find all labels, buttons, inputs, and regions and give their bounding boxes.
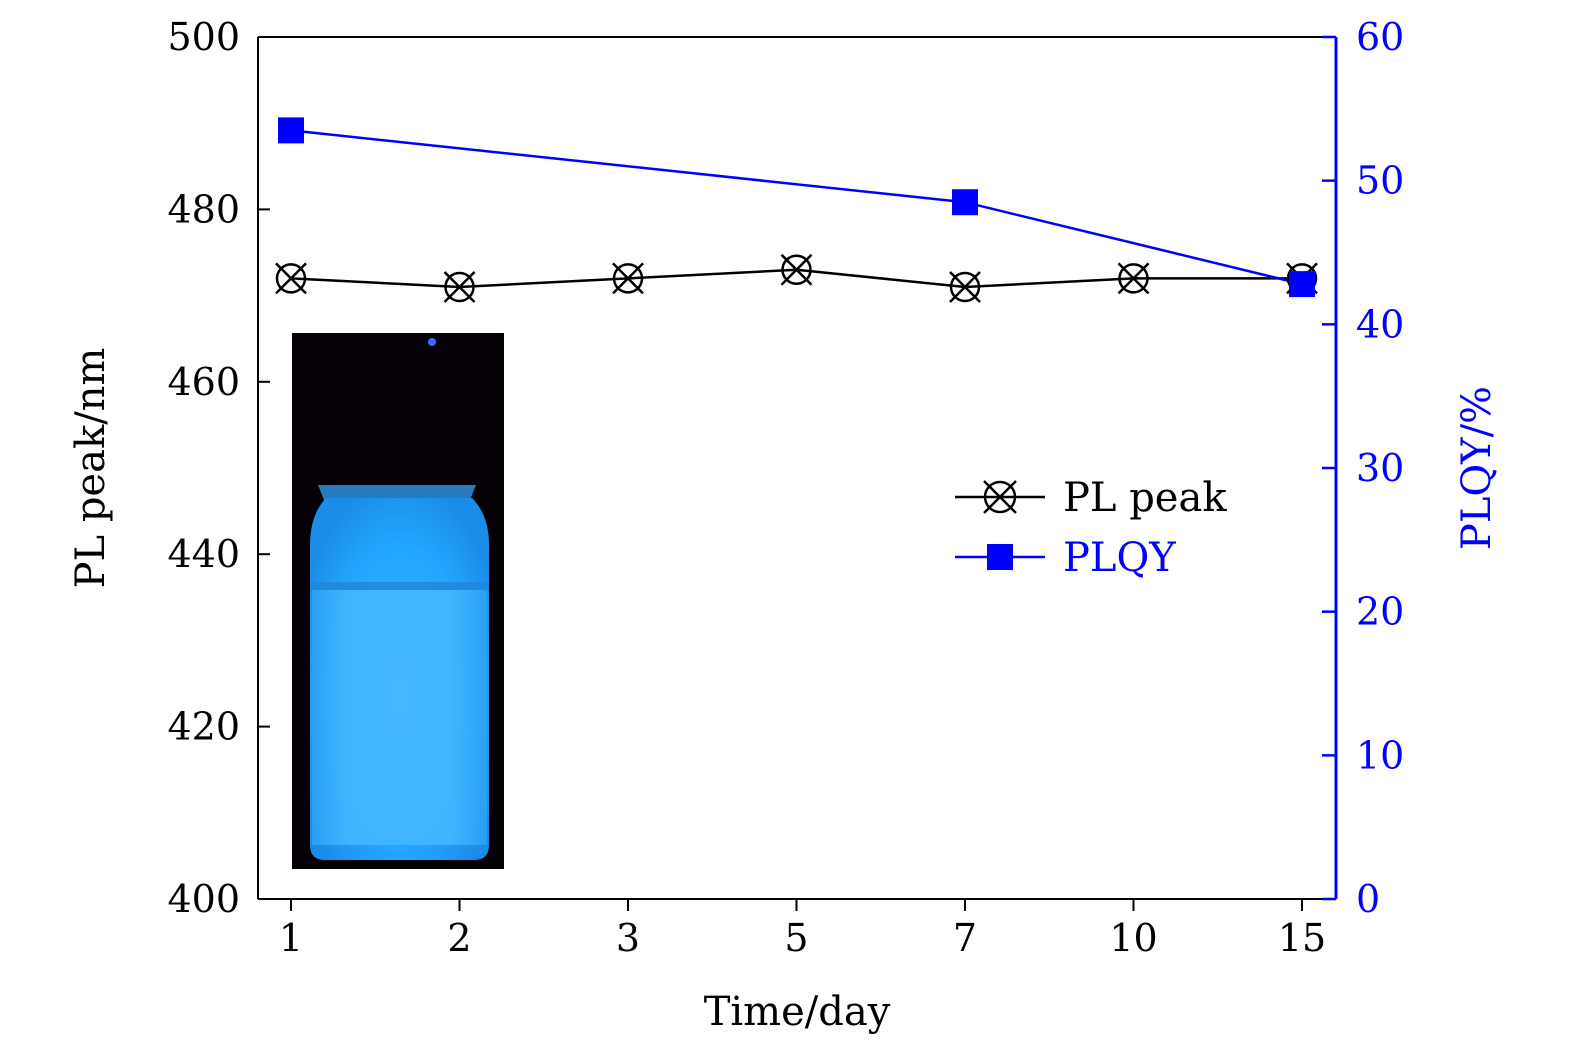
y2-tick-label: 0 — [1356, 877, 1380, 921]
series-layer — [275, 117, 1318, 303]
y-tick-label: 500 — [167, 15, 240, 59]
data-point-pl-peak — [780, 253, 813, 286]
y2-tick-label: 60 — [1356, 15, 1404, 59]
x-tick-label: 10 — [1109, 916, 1157, 960]
y2-tick-label: 50 — [1356, 159, 1404, 203]
y2-tick-label: 10 — [1356, 733, 1404, 777]
x-tick-label: 2 — [447, 916, 471, 960]
y2-tick-label: 30 — [1356, 446, 1404, 490]
y2-tick-label: 40 — [1356, 302, 1404, 346]
data-point-pl-peak — [949, 271, 981, 303]
x-tick-label: 15 — [1278, 916, 1326, 960]
ticks-layer: 1 2 3 5 7 10 15 400 420 440 460 480 500 0 10 20 30 40 50 60 — [167, 15, 1404, 960]
x-axis-title: Time/day — [704, 989, 891, 1035]
data-point-pl-peak — [1117, 262, 1150, 295]
data-point-plqy — [952, 189, 978, 216]
x-tick-label: 3 — [616, 916, 640, 960]
legend-label-plqy: PLQY — [1063, 535, 1176, 581]
data-point-pl-peak — [275, 262, 307, 295]
y-axis-title: PL peak/nm — [68, 348, 114, 589]
y-tick-label: 440 — [167, 532, 240, 576]
x-tick-label: 7 — [953, 916, 977, 960]
legend-item-pl-peak: PL peak — [955, 475, 1227, 521]
data-point-pl-peak — [443, 271, 476, 303]
data-point-pl-peak — [612, 262, 644, 295]
x-tick-label: 5 — [784, 916, 808, 960]
y-tick-label: 460 — [167, 360, 240, 404]
x-tick-label: 1 — [279, 916, 303, 960]
legend-label-pl-peak: PL peak — [1063, 475, 1227, 521]
y-tick-label: 480 — [167, 187, 240, 231]
legend-marker-crossed-circle-icon — [983, 480, 1017, 514]
legend-item-plqy: PLQY — [955, 535, 1176, 581]
legend: PL peak PLQY — [955, 475, 1227, 581]
y-tick-label: 400 — [167, 877, 240, 921]
series-line-plqy — [290, 129, 1303, 286]
legend-marker-square-icon — [987, 544, 1013, 570]
data-point-plqy — [278, 117, 304, 144]
y2-tick-label: 20 — [1356, 590, 1404, 634]
data-point-plqy — [1289, 271, 1315, 298]
y2-axis-title: PLQY/% — [1454, 386, 1500, 550]
inset-photo — [292, 333, 504, 869]
y-tick-label: 420 — [167, 705, 240, 749]
